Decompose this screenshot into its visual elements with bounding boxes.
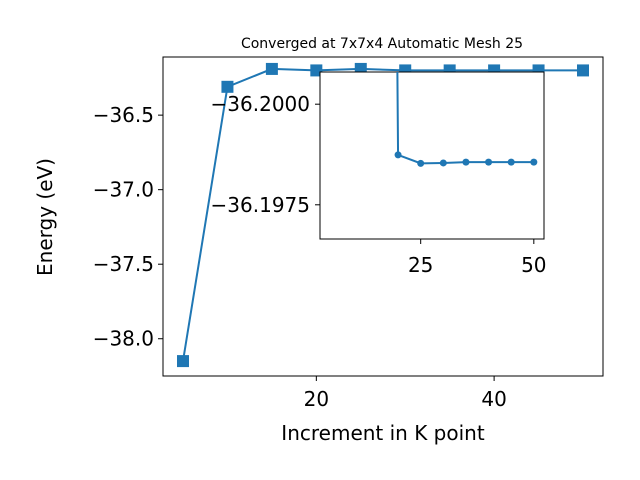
inset-plot-frame [319, 71, 545, 240]
inset-data-point [417, 159, 425, 167]
inset-x-tick-label: 25 [408, 253, 433, 277]
x-tick-label: 20 [304, 387, 329, 411]
inset-series [394, 72, 538, 167]
inset-data-point [462, 158, 470, 166]
inset-axis-ticks: 25 50 −36.2000 −36.1975 [211, 92, 547, 277]
inset-series-line [396, 72, 534, 165]
data-point [577, 64, 589, 77]
main-axis-ticks: 20 40 −38.0 −37.5 −37.0 −36.5 [93, 103, 507, 411]
chart-title: Converged at 7x7x4 Automatic Mesh 25 [241, 36, 523, 52]
data-point [310, 64, 323, 77]
inset-data-point [530, 158, 538, 166]
main-plot-frame [162, 56, 604, 377]
inset-y-tick-label: −36.2000 [211, 92, 310, 116]
data-point [265, 62, 278, 75]
inset-x-tick-label: 50 [521, 253, 546, 277]
inset-data-point [394, 151, 402, 159]
y-tick-label: −37.0 [93, 178, 154, 202]
y-tick-label: −38.0 [93, 327, 154, 351]
x-axis-label: Increment in K point [281, 421, 485, 445]
y-tick-label: −36.5 [93, 103, 154, 127]
inset-data-point [439, 159, 447, 167]
data-point [177, 355, 189, 368]
series-line [182, 67, 583, 362]
inset-y-tick-label: −36.1975 [211, 193, 310, 217]
y-axis-label: Energy (eV) [33, 158, 57, 276]
y-tick-label: −37.5 [93, 252, 154, 276]
inset-data-point [485, 158, 493, 166]
inset-data-point [507, 158, 515, 166]
x-tick-label: 40 [481, 387, 506, 411]
data-point [221, 80, 234, 93]
